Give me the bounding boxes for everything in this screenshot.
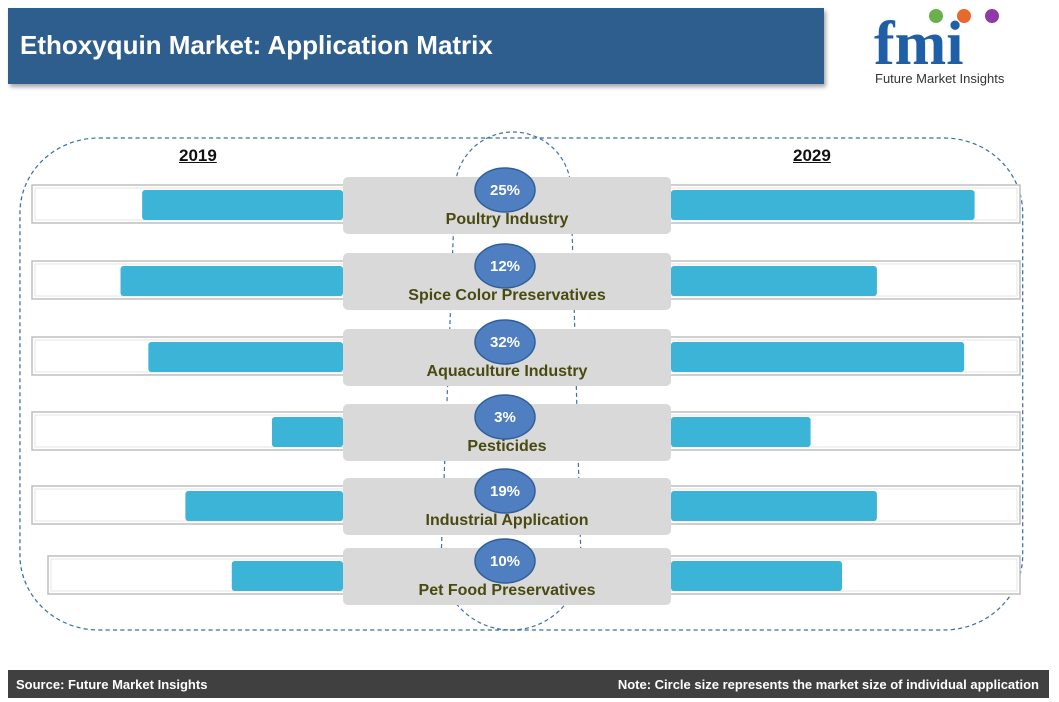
bar-2019-1 <box>120 266 344 296</box>
bar-2029-1 <box>671 266 877 296</box>
bar-2019-5 <box>231 561 343 591</box>
bar-2029-5 <box>671 561 843 591</box>
logo-dot-orange-icon <box>957 9 971 23</box>
share-circle-1 <box>474 243 536 289</box>
share-label-2: 32% <box>490 334 520 351</box>
bar-2029-0 <box>671 190 975 220</box>
category-label-1: Spice Color Preservatives <box>408 287 606 304</box>
bar-2019-2 <box>148 342 343 372</box>
source-text: Source: Future Market Insights <box>16 677 208 692</box>
share-circle-2 <box>474 319 536 365</box>
logo-dot-green-icon <box>929 9 943 23</box>
category-label-5: Pet Food Preservatives <box>419 582 596 599</box>
category-label-4: Industrial Application <box>426 512 589 529</box>
share-label-4: 19% <box>490 483 520 500</box>
fmi-logo-icon: fmi <box>874 9 999 78</box>
category-label-3: Pesticides <box>467 438 546 455</box>
share-label-5: 10% <box>490 553 520 570</box>
share-label-1: 12% <box>490 258 520 275</box>
page-title: Ethoxyquin Market: Application Matrix <box>20 30 493 60</box>
logo-dot-purple-icon <box>985 9 999 23</box>
logo-tagline: Future Market Insights <box>875 71 1005 86</box>
share-circle-3 <box>474 394 536 440</box>
year-label-left: 2019 <box>179 146 217 165</box>
share-label-0: 25% <box>490 182 520 199</box>
category-label-2: Aquaculture Industry <box>427 363 588 380</box>
bar-2029-2 <box>671 342 965 372</box>
bar-2019-0 <box>142 190 343 220</box>
title-banner: Ethoxyquin Market: Application Matrix <box>8 8 824 84</box>
share-circle-0 <box>474 167 536 213</box>
footer-bar: Source: Future Market Insights Note: Cir… <box>8 670 1049 698</box>
note-text: Note: Circle size represents the market … <box>617 677 1039 692</box>
bar-2029-3 <box>671 417 811 447</box>
category-label-0: Poultry Industry <box>446 211 569 228</box>
bar-2019-4 <box>185 491 343 521</box>
share-label-3: 3% <box>494 409 516 426</box>
share-circle-5 <box>474 538 536 584</box>
year-label-right: 2029 <box>793 146 831 165</box>
bar-2019-3 <box>271 417 343 447</box>
bar-2029-4 <box>671 491 877 521</box>
logo-letters: fmi <box>874 10 964 78</box>
dashed-outline-outer <box>19 137 1024 631</box>
share-circle-4 <box>474 468 536 514</box>
